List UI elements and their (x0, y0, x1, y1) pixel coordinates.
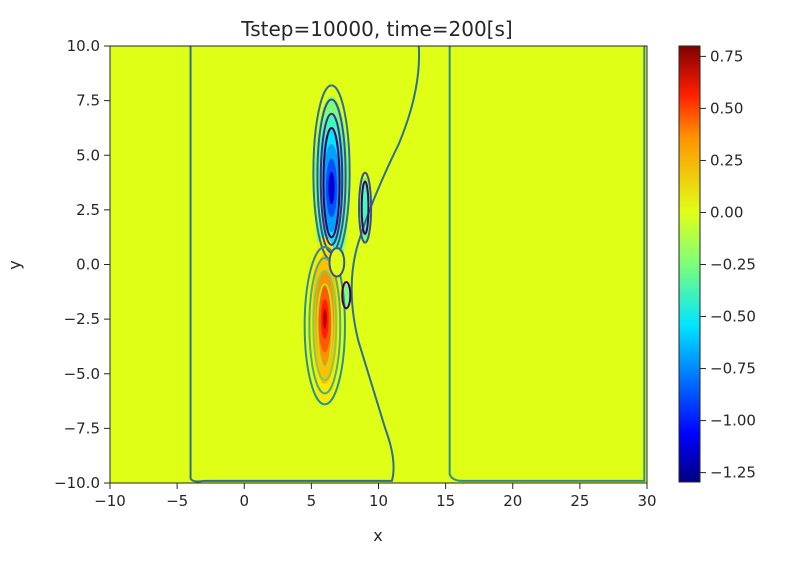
contour-line (316, 283, 334, 369)
x-tick-label: 10 (369, 492, 388, 510)
contour-lines (189, 45, 646, 483)
contour-line (358, 171, 373, 244)
x-tick-label: −10 (94, 492, 126, 510)
contour-line (328, 247, 346, 278)
x-tick-label: 5 (307, 492, 317, 510)
colorbar-tick-label: 0.50 (710, 99, 743, 117)
x-axis-label: x (373, 526, 382, 545)
y-tick-label: 7.5 (76, 92, 100, 110)
colorbar-tick-label: −1.00 (710, 412, 756, 430)
x-tick-label: 30 (637, 492, 656, 510)
y-tick-label: −10.0 (54, 474, 100, 492)
y-axis-label: y (5, 260, 24, 269)
y-tick-label: −7.5 (64, 419, 100, 437)
contour-line (319, 112, 344, 246)
y-tick-label: 0.0 (76, 256, 100, 274)
contour-line (312, 270, 338, 382)
colorbar-tick-label: −0.25 (710, 256, 756, 274)
contour-line (448, 46, 646, 482)
contour-line (308, 256, 342, 395)
contour-line (341, 280, 352, 310)
contour-line (322, 126, 341, 239)
colorbar-tick-label: −0.75 (710, 360, 756, 378)
contour-line (189, 45, 421, 483)
y-tick-label: −2.5 (64, 310, 100, 328)
contour-line (360, 180, 370, 235)
colorbar-tick-label: −1.25 (710, 464, 756, 482)
chart-title: Tstep=10000, time=200[s] (240, 17, 512, 41)
colorbar-tick-label: 0.00 (710, 203, 743, 221)
plot-area (109, 45, 648, 484)
y-tick-label: 2.5 (76, 201, 100, 219)
colorbar-tick-label: 0.25 (710, 151, 743, 169)
x-tick-label: 25 (570, 492, 589, 510)
field-lobe-0 (328, 171, 335, 205)
x-tick-label: 15 (436, 492, 455, 510)
x-tick-label: 0 (239, 492, 249, 510)
y-tick-label: 10.0 (67, 37, 100, 55)
heatmap-background (110, 46, 647, 483)
y-tick-label: −5.0 (64, 365, 100, 383)
colorbar (678, 45, 701, 483)
field-lobe-1 (322, 309, 327, 330)
contour-line (303, 246, 346, 406)
x-tick-label: −5 (166, 492, 188, 510)
colorbar-ticks: 0.75 0.50 0.25 0.00 −0.25 −0.50 −0.75 −1.00 −1.2… (700, 47, 756, 482)
y-tick-label: 5.0 (76, 146, 100, 164)
colorbar-tick-label: 0.75 (710, 47, 743, 65)
y-axis: −10.0 −7.5 −5.0 −2.5 0.0 2.5 5.0 7.5 10.0 (54, 37, 110, 492)
x-axis: −10 −5 0 5 10 15 20 25 30 (94, 483, 657, 510)
colorbar-tick-label: −0.50 (710, 308, 756, 326)
x-tick-label: 20 (503, 492, 522, 510)
